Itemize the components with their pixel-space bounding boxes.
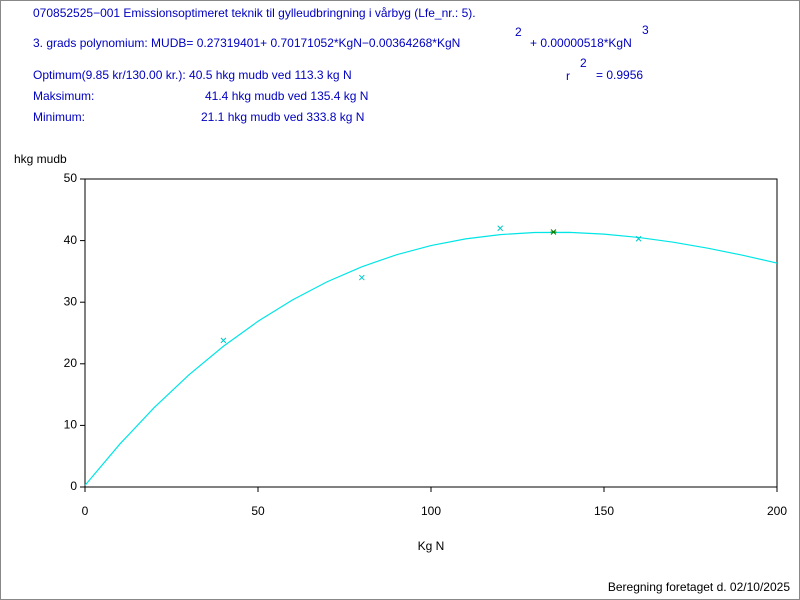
y-tick-label: 20 [64, 356, 78, 370]
y-tick-label: 10 [64, 418, 78, 432]
x-axis-label: Kg N [418, 539, 445, 553]
y-tick-label: 40 [64, 233, 78, 247]
footer: Beregning foretaget d. 02/10/2025 [608, 580, 790, 594]
y-tick-label: 30 [64, 294, 78, 308]
annotation: 070852525−001 Emissionsoptimeret teknik … [33, 6, 476, 20]
x-tick-label: 150 [594, 504, 614, 518]
annotation: + 0.00000518*KgN [530, 36, 632, 50]
data-point [220, 337, 227, 344]
annotation: 2 [580, 56, 587, 70]
annotation: 41.4 hkg mudb ved 135.4 kg N [205, 89, 368, 103]
annotation: 2 [515, 25, 522, 39]
annotation: 3 [642, 23, 649, 37]
x-tick-label: 100 [421, 504, 441, 518]
data-point [550, 229, 557, 235]
x-tick-label: 0 [82, 504, 89, 518]
fitted-curve [84, 231, 778, 486]
annotation: 3. grads polynomium: MUDB= 0.27319401+ 0… [33, 36, 460, 50]
data-point [635, 235, 642, 242]
annotation: Minimum: [33, 110, 85, 124]
annotation: Optimum(9.85 kr/130.00 kr.): 40.5 hkg mu… [33, 68, 352, 82]
data-point [358, 274, 365, 281]
y-tick-label: 0 [70, 479, 77, 493]
y-tick-label: 50 [64, 171, 78, 185]
data-point [497, 225, 504, 232]
annotation: 21.1 hkg mudb ved 333.8 kg N [201, 110, 364, 124]
annotation: r [566, 69, 570, 83]
x-tick-label: 200 [767, 504, 787, 518]
y-axis-label: hkg mudb [14, 152, 67, 166]
annotation: = 0.9956 [596, 68, 643, 82]
x-tick-label: 50 [251, 504, 265, 518]
annotation: Maksimum: [33, 89, 94, 103]
